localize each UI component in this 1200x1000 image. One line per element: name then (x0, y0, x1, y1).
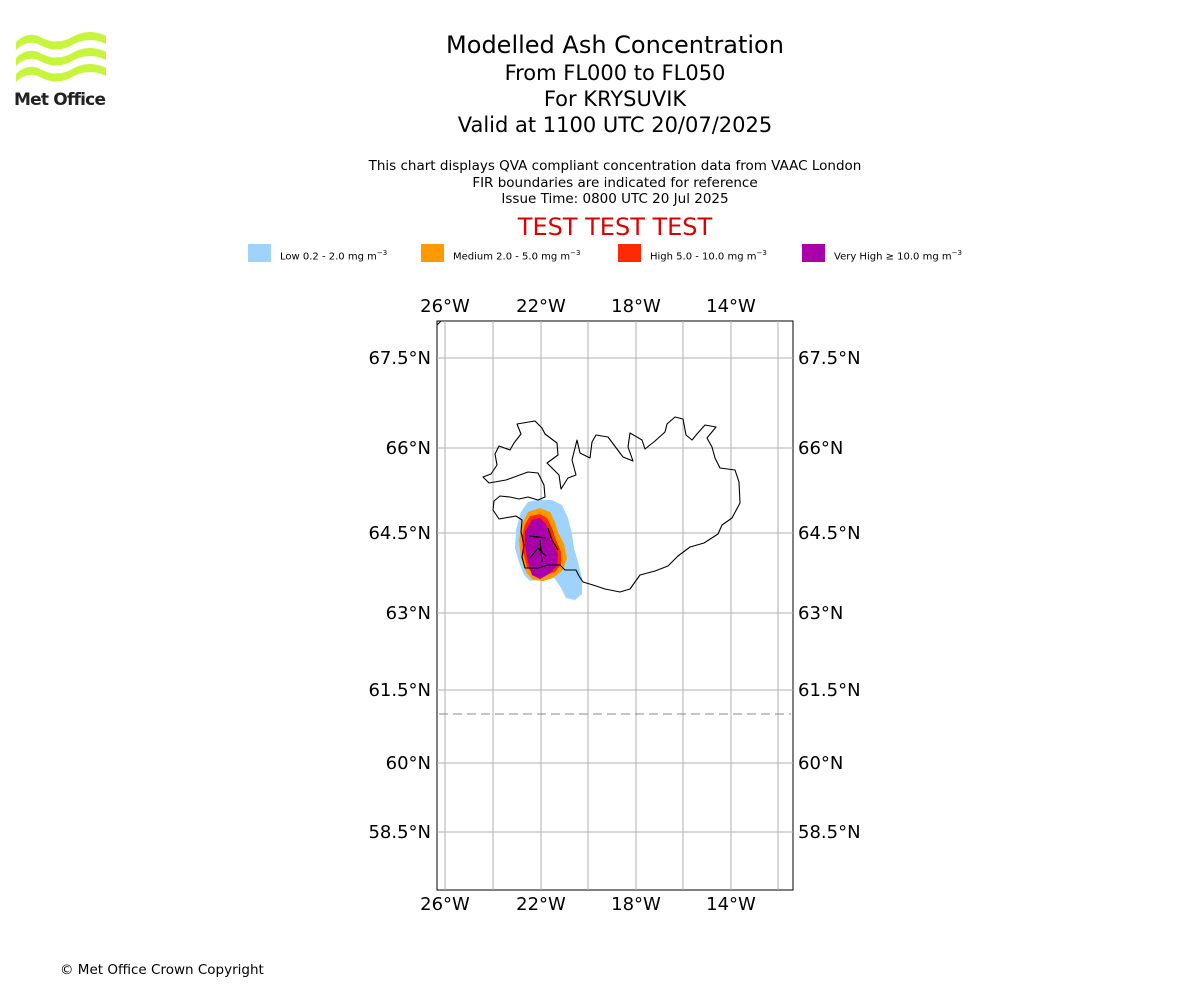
lat-tick-label: 60°N (798, 753, 843, 774)
graticule (437, 321, 793, 890)
lat-tick-label: 64.5°N (368, 523, 431, 544)
volcano-name: For KRYSUVIK (543, 87, 687, 111)
issue-time: Issue Time: 0800 UTC 20 Jul 2025 (501, 191, 729, 207)
page-title: Modelled Ash Concentration (446, 31, 784, 59)
lon-tick-label: 22°W (516, 894, 566, 915)
lat-tick-label: 66°N (798, 438, 843, 459)
flight-level-range: From FL000 to FL050 (504, 61, 726, 85)
volcano-region-boundary (528, 527, 559, 563)
lat-tick-label: 66°N (386, 438, 431, 459)
chart-titles: Modelled Ash Concentration From FL000 to… (330, 30, 900, 138)
iceland-coastline (482, 416, 741, 593)
logo-text: Met Office (14, 90, 106, 110)
map-frame (436, 320, 794, 891)
lon-tick-label: 22°W (516, 296, 566, 317)
description-line: This chart displays QVA compliant concen… (368, 158, 862, 174)
ash-area-very-high (525, 518, 558, 579)
description-line: FIR boundaries are indicated for referen… (472, 174, 758, 191)
ash-contours (515, 500, 582, 600)
legend-swatch-low (248, 244, 271, 262)
met-office-logo: Met Office (14, 28, 110, 114)
lat-tick-label: 63°N (386, 603, 431, 624)
test-banner: TEST TEST TEST (517, 213, 713, 241)
legend-swatch-high (618, 244, 641, 262)
legend-label-very-high: Very High ≥ 10.0 mg m−3 (834, 249, 962, 263)
description: This chart displays QVA compliant concen… (330, 158, 900, 208)
met-office-waves-icon (16, 32, 106, 82)
lon-tick-label: 26°W (420, 296, 470, 317)
lat-tick-label: 61.5°N (798, 680, 861, 701)
lat-tick-label: 60°N (386, 753, 431, 774)
valid-time: Valid at 1100 UTC 20/07/2025 (457, 113, 773, 137)
lat-labels-left: 67.5°N 66°N 64.5°N 63°N 61.5°N 60°N 58.5… (368, 348, 431, 843)
lon-tick-label: 14°W (706, 296, 756, 317)
lat-tick-label: 67.5°N (798, 348, 861, 369)
lon-labels-top: 26°W 22°W 18°W 14°W (420, 296, 756, 317)
fir-boundary-corner (436, 320, 442, 326)
lat-tick-label: 64.5°N (798, 523, 861, 544)
lat-labels-right: 67.5°N 66°N 64.5°N 63°N 61.5°N 60°N 58.5… (798, 348, 861, 843)
lon-tick-label: 14°W (706, 894, 756, 915)
legend-label-medium: Medium 2.0 - 5.0 mg m−3 (453, 249, 581, 263)
legend-label-low: Low 0.2 - 2.0 mg m−3 (280, 249, 388, 263)
legend-label-high: High 5.0 - 10.0 mg m−3 (650, 249, 767, 263)
lon-tick-label: 26°W (420, 894, 470, 915)
lat-tick-label: 61.5°N (368, 680, 431, 701)
lat-tick-label: 58.5°N (368, 822, 431, 843)
lon-labels-bottom: 26°W 22°W 18°W 14°W (420, 894, 756, 915)
legend-swatch-very-high (802, 244, 825, 262)
lat-tick-label: 67.5°N (368, 348, 431, 369)
lon-tick-label: 18°W (611, 296, 661, 317)
lat-tick-label: 58.5°N (798, 822, 861, 843)
copyright: © Met Office Crown Copyright (60, 962, 264, 978)
lon-tick-label: 18°W (611, 894, 661, 915)
legend-swatch-medium (421, 244, 444, 262)
lat-tick-label: 63°N (798, 603, 843, 624)
